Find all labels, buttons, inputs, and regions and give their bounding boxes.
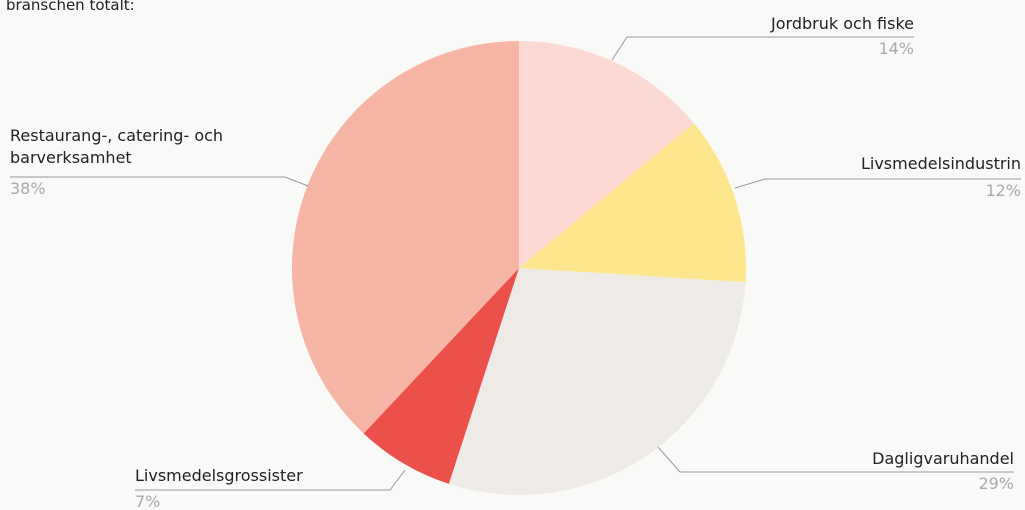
leader-line	[657, 446, 1014, 473]
pie-slice	[448, 268, 746, 496]
slice-value-label: 12%	[985, 181, 1021, 200]
pie-slice	[363, 268, 519, 484]
leader-line	[734, 178, 1021, 189]
slice-label: Restaurang-, catering- och barverksamhet	[10, 126, 224, 167]
slice-label: Livsmedelsindustrin	[860, 154, 1021, 173]
leader-line	[611, 36, 914, 61]
slice-label: Livsmedelsgrossister	[135, 466, 303, 485]
slice-value-label: 14%	[878, 39, 914, 58]
pie-slice	[292, 41, 519, 434]
leader-line	[135, 469, 406, 491]
slice-value-label: 7%	[135, 492, 161, 510]
chart-title: branschen totalt:	[6, 0, 135, 14]
slice-label: Jordbruk och fiske	[771, 14, 914, 33]
slice-value-label: 38%	[10, 179, 46, 198]
slice-value-label: 29%	[978, 474, 1014, 493]
pie-slice	[519, 123, 746, 283]
leader-line	[10, 176, 309, 187]
pie-slice	[519, 41, 694, 268]
slice-label: Dagligvaruhandel	[872, 449, 1014, 468]
